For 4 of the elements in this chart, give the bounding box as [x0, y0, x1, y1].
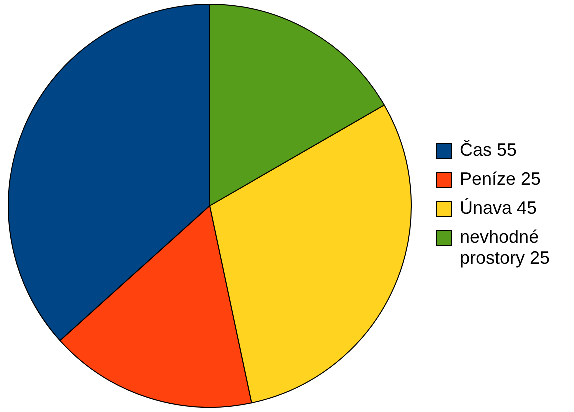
legend-label: nevhodné prostory 25 [460, 227, 552, 269]
legend-label: Únava 45 [460, 198, 538, 219]
legend-label: Čas 55 [460, 140, 518, 161]
legend-label: Peníze 25 [460, 169, 542, 190]
